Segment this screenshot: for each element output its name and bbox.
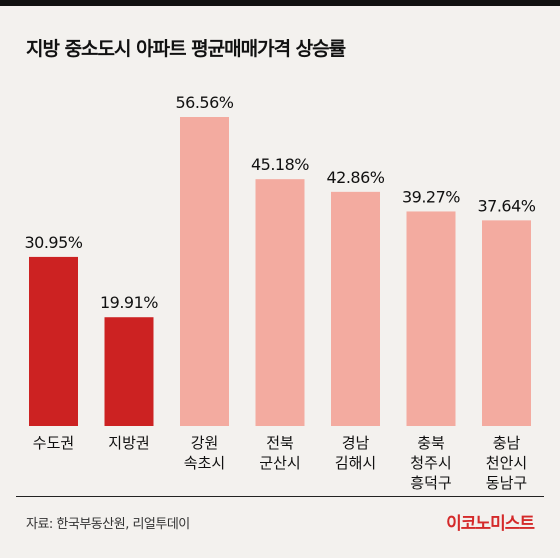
footer-divider [16, 496, 544, 497]
value-label-4: 45.18% [251, 155, 309, 174]
bar-6 [406, 211, 456, 426]
category-label-3-line-2: 속초시 [184, 454, 225, 472]
bar-4 [255, 179, 305, 426]
value-label-3: 56.56% [175, 93, 233, 112]
value-label-6: 39.27% [402, 187, 460, 206]
category-label-4-line-2: 군산시 [259, 454, 300, 472]
bar-2 [104, 317, 154, 426]
category-label-5-line-1: 경남 [342, 434, 370, 452]
bar-7 [482, 220, 531, 426]
bar-5 [331, 191, 380, 426]
value-label-2: 19.91% [100, 293, 158, 312]
category-label-6-line-2: 청주시 [410, 454, 451, 472]
category-label-7-line-1: 충남 [493, 434, 521, 452]
value-label-1: 30.95% [24, 233, 82, 252]
chart-title: 지방 중소도시 아파트 평균매매가격 상승률 [26, 38, 346, 60]
category-label-3-line-1: 강원 [191, 434, 219, 452]
value-label-5: 42.86% [326, 168, 384, 187]
category-label-6-line-1: 충북 [417, 434, 445, 452]
category-label-7-line-3: 동남구 [486, 474, 527, 492]
value-label-7: 37.64% [477, 196, 535, 215]
bar-1 [29, 256, 78, 426]
top-rule [0, 0, 560, 6]
category-label-5-line-2: 김해시 [335, 454, 376, 472]
category-label-1-line-1: 수도권 [33, 434, 74, 452]
brand-logo: 이코노미스트 [446, 514, 535, 534]
category-label-6-line-3: 흥덕구 [410, 474, 451, 492]
category-label-2-line-1: 지방권 [108, 434, 149, 452]
category-label-7-line-2: 천안시 [486, 454, 527, 472]
source-note: 자료: 한국부동산원, 리얼투데이 [26, 517, 190, 532]
bar-3 [180, 117, 229, 426]
category-label-4-line-1: 전북 [266, 434, 294, 452]
